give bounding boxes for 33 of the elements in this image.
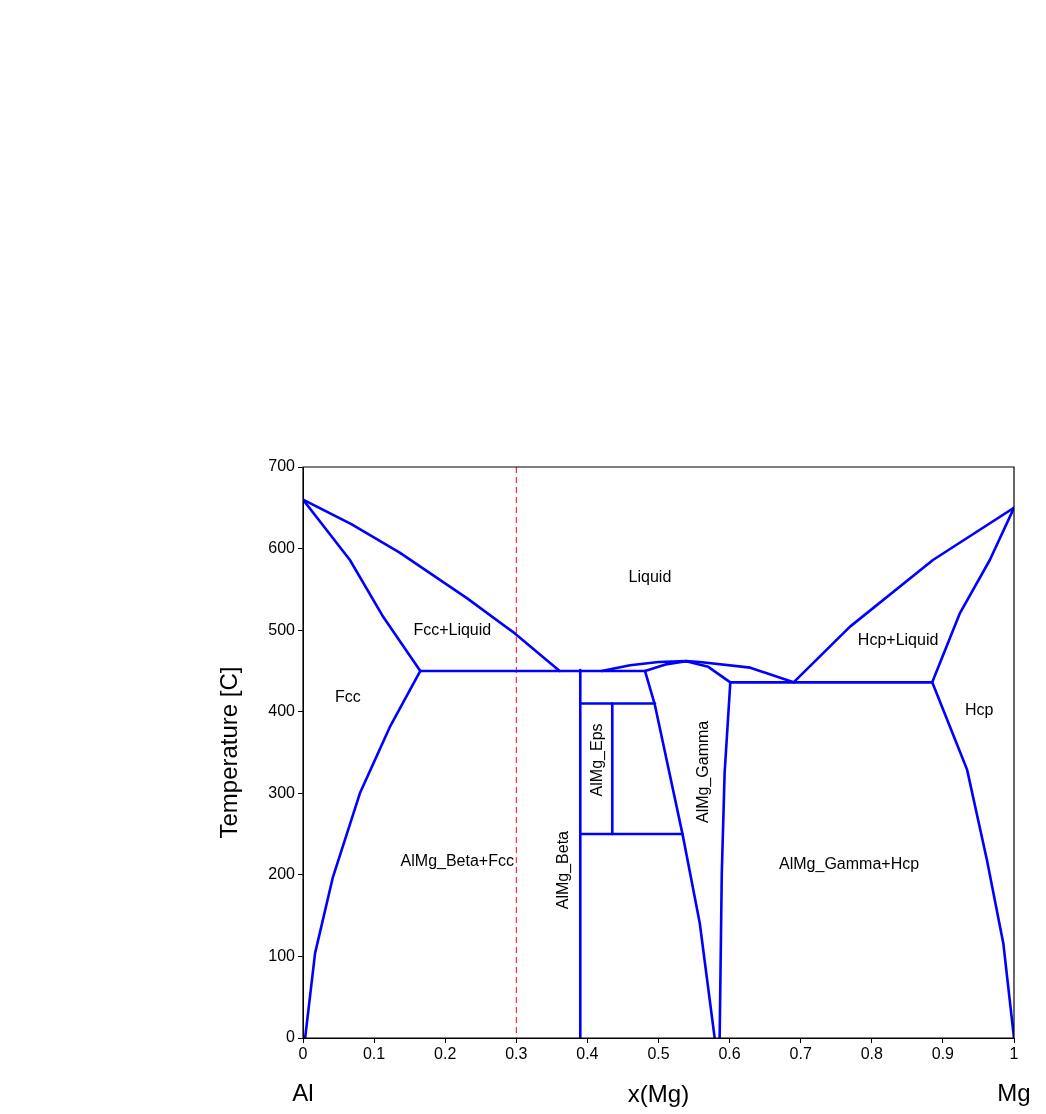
x-tick-label: 0.9 xyxy=(931,1045,955,1063)
x-tick-label: 0.6 xyxy=(718,1045,741,1063)
annotation: Liquid xyxy=(628,567,672,585)
x-tick-label: 1 xyxy=(1009,1045,1019,1063)
y-tick-label: 600 xyxy=(268,538,296,556)
y-tick-label: 200 xyxy=(268,865,296,883)
annotation: AlMg_Beta xyxy=(553,830,572,910)
x-axis-title: x(Mg) xyxy=(627,1080,690,1108)
y-tick-label: 0 xyxy=(286,1028,296,1046)
text: Mg xyxy=(997,1078,1031,1106)
y-tick-label: 400 xyxy=(268,702,296,720)
annotation: Hcp+Liquid xyxy=(857,630,939,648)
y-tick-label: 500 xyxy=(268,620,296,638)
x-tick-label: 0.1 xyxy=(362,1045,386,1063)
x-tick-label: 0.3 xyxy=(505,1045,528,1063)
annotation: AlMg_Gamma xyxy=(693,720,712,824)
x-tick-label: 0.7 xyxy=(789,1045,812,1063)
y-tick-label: 700 xyxy=(268,457,296,475)
annotation: AlMg_Gamma+Hcp xyxy=(779,855,920,874)
x-tick-label: 0.2 xyxy=(434,1045,457,1063)
x-tick-label: 0.8 xyxy=(860,1045,884,1063)
y-tick-label: 300 xyxy=(268,783,296,801)
annotation: Fcc xyxy=(334,687,361,705)
x-tick-label: 0 xyxy=(298,1045,308,1063)
annotation: AlMg_Beta+Fcc xyxy=(400,851,514,870)
y-tick-label: 100 xyxy=(268,946,296,964)
y-axis-title: Temperature [C] xyxy=(215,666,243,839)
x-tick-label: 0.4 xyxy=(576,1045,599,1063)
annotation: Fcc+Liquid xyxy=(413,621,492,639)
annotation: AlMg_Eps xyxy=(588,723,607,797)
annotation: Hcp xyxy=(964,701,994,719)
text: Al xyxy=(292,1078,314,1106)
x-tick-label: 0.5 xyxy=(647,1045,670,1063)
